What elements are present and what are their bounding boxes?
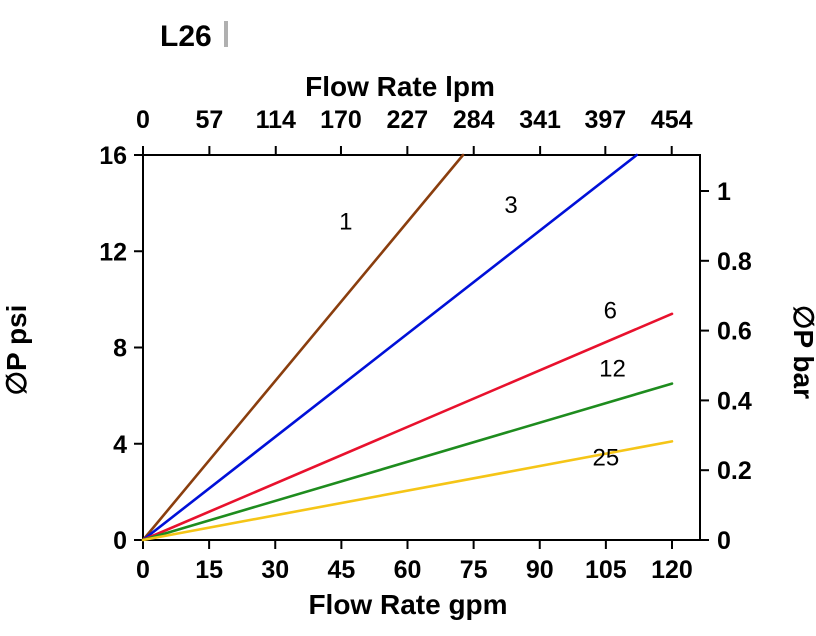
gpm-tick-label: 75	[460, 556, 488, 584]
lpm-tick-label: 170	[320, 106, 362, 134]
lpm-tick-label: 284	[453, 106, 495, 134]
gpm-tick-label: 0	[136, 556, 150, 584]
psi-tick-label: 8	[113, 335, 127, 363]
psi-tick-label: 12	[99, 238, 127, 266]
bottom-axis-title: Flow Rate gpm	[308, 589, 507, 620]
bar-tick-label: 0.8	[717, 248, 752, 276]
psi-tick-label: 16	[99, 142, 127, 170]
psi-tick-label: 4	[113, 431, 127, 459]
psi-tick-label: 0	[113, 527, 127, 555]
lpm-tick-label: 341	[519, 106, 561, 134]
bar-tick-label: 0.4	[717, 387, 752, 415]
series-label-1: 1	[339, 209, 352, 236]
lpm-tick-label: 114	[256, 106, 296, 134]
right-axis-title: ∅P bar	[788, 305, 816, 399]
series-line-1	[141, 153, 465, 542]
lpm-tick-label: 0	[136, 106, 150, 134]
lpm-tick-label: 397	[584, 106, 626, 134]
lpm-tick-label: 227	[386, 106, 428, 134]
series-label-6: 6	[604, 298, 617, 325]
bar-tick-label: 0.2	[717, 457, 752, 485]
series-label-25: 25	[593, 444, 620, 471]
gpm-tick-label: 60	[394, 556, 422, 584]
series-label-12: 12	[599, 355, 626, 382]
left-axis-title: ∅P psi	[1, 305, 32, 396]
series-line-12	[141, 382, 674, 542]
gpm-tick-label: 30	[261, 556, 289, 584]
gpm-tick-label: 105	[585, 556, 627, 584]
bar-tick-label: 0.6	[717, 318, 752, 346]
gpm-tick-label: 120	[651, 556, 693, 584]
gpm-tick-label: 45	[327, 556, 355, 584]
lpm-tick-label: 57	[195, 106, 223, 134]
series-label-3: 3	[504, 192, 517, 219]
gpm-tick-label: 90	[526, 556, 554, 584]
lpm-tick-label: 454	[651, 106, 693, 134]
series-line-25	[141, 440, 674, 542]
top-axis-title: Flow Rate lpm	[305, 71, 495, 102]
bar-tick-label: 0	[717, 527, 731, 555]
gpm-tick-label: 15	[195, 556, 223, 584]
series-line-3	[141, 153, 639, 542]
bar-tick-label: 1	[717, 178, 731, 206]
series-line-6	[141, 312, 674, 542]
title-cursor-mark	[224, 21, 228, 47]
chart-title: L26	[160, 20, 212, 53]
plot-frame	[142, 154, 701, 541]
